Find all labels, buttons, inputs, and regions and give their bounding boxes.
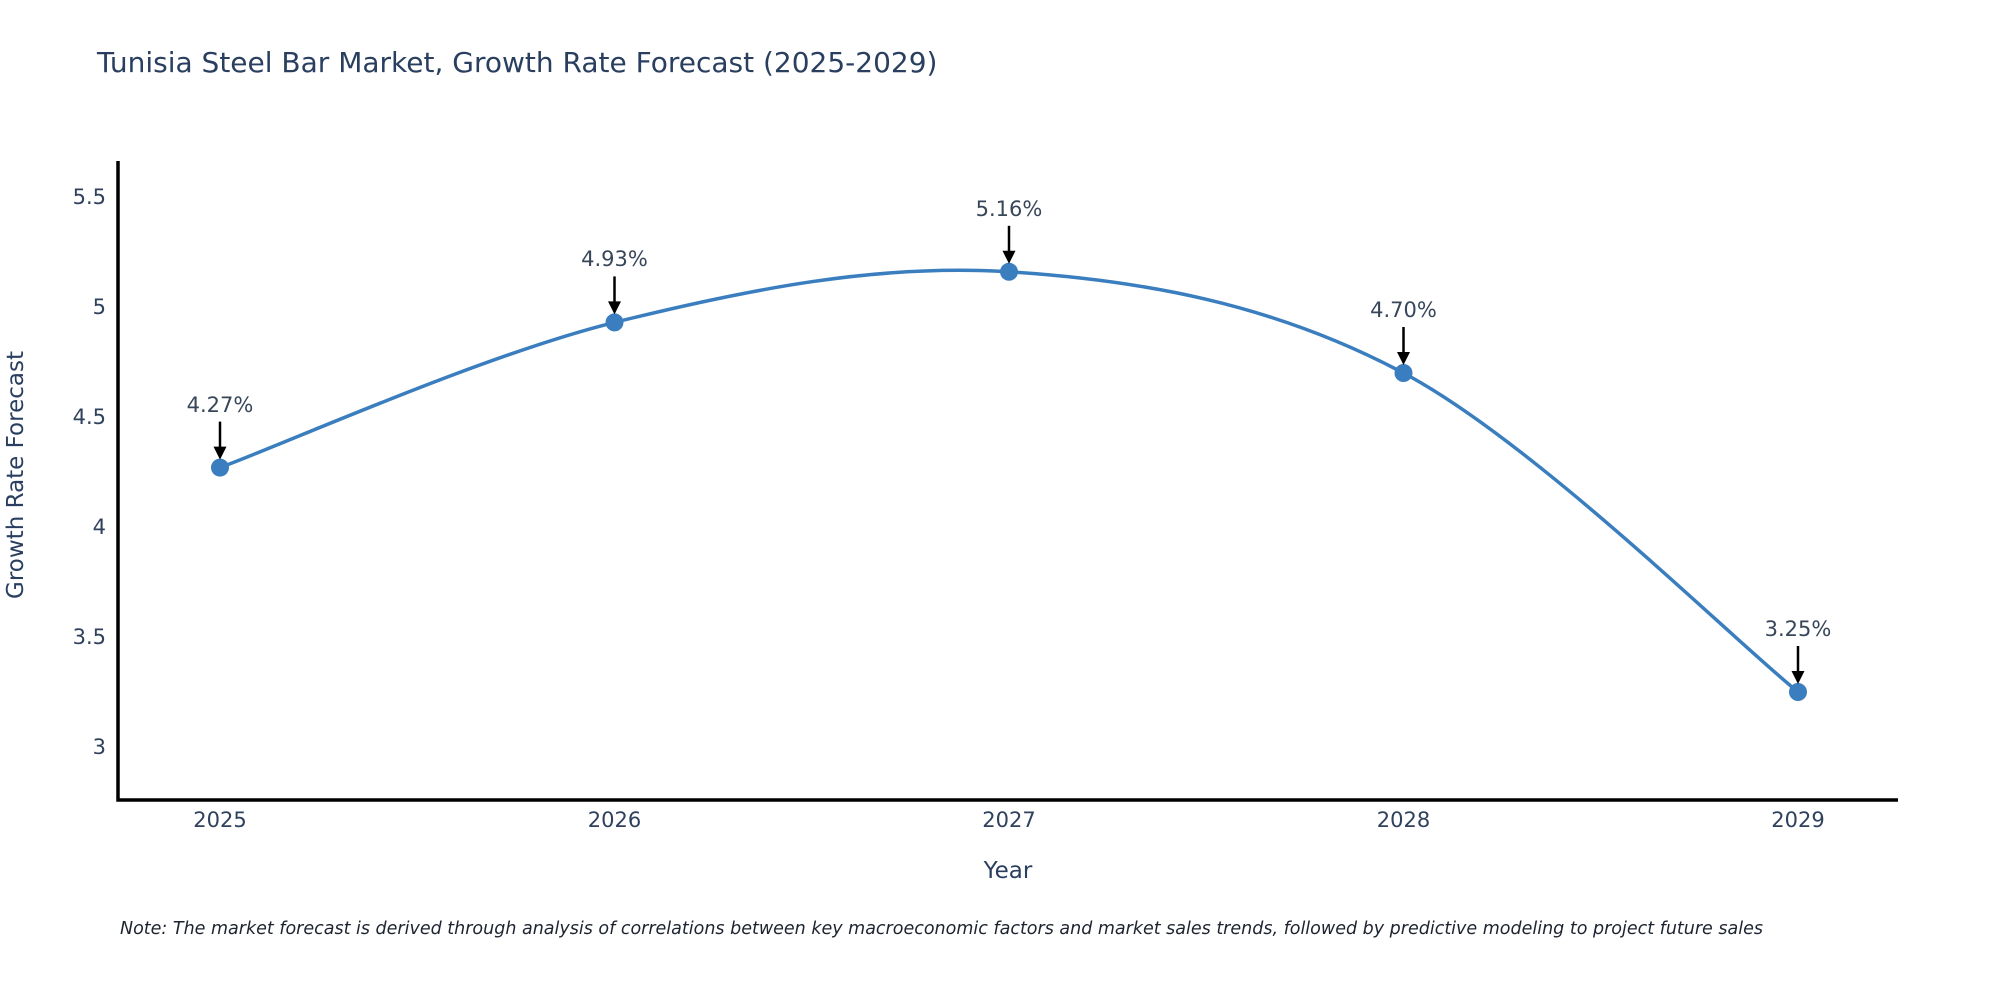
y-tick-label: 3: [92, 735, 106, 759]
data-point-marker: [1394, 364, 1413, 382]
data-point-marker: [1789, 683, 1807, 701]
x-tick-label: 2027: [982, 808, 1036, 832]
axis-line: [116, 161, 1898, 802]
annotation-label: 4.70%: [1370, 298, 1437, 322]
data-point-marker: [211, 458, 229, 477]
annotation-label: 3.25%: [1764, 617, 1832, 641]
y-tick-label: 3.5: [72, 625, 106, 649]
annotation-arrowhead: [213, 446, 227, 460]
footnote-text: Note: The market forecast is derived thr…: [120, 919, 1763, 939]
annotation-arrowhead: [1397, 352, 1410, 365]
forecast-line: [218, 268, 1800, 694]
data-point-marker: [605, 313, 624, 332]
x-tick-label: 2025: [193, 808, 247, 832]
annotation-arrowhead: [1791, 671, 1805, 684]
y-tick-label: 4: [92, 515, 106, 539]
annotation-label: 4.93%: [581, 247, 648, 272]
y-tick-label: 5: [92, 295, 106, 319]
x-tick-label: 2029: [1771, 808, 1825, 832]
y-axis-title: Growth Rate Forecast: [3, 351, 29, 599]
annotation-arrowhead: [1002, 250, 1016, 264]
x-axis-title: Year: [983, 858, 1033, 884]
annotation-label: 4.27%: [186, 392, 254, 417]
y-tick-label: 4.5: [72, 405, 106, 429]
data-point-marker: [1000, 262, 1018, 281]
chart-title: Tunisia Steel Bar Market, Growth Rate Fo…: [97, 46, 938, 79]
annotation-label: 5.16%: [975, 196, 1043, 221]
x-tick-label: 2026: [587, 808, 642, 832]
x-tick-label: 2028: [1376, 808, 1431, 832]
annotation-arrowhead: [608, 301, 621, 315]
y-tick-label: 5.5: [72, 185, 106, 209]
